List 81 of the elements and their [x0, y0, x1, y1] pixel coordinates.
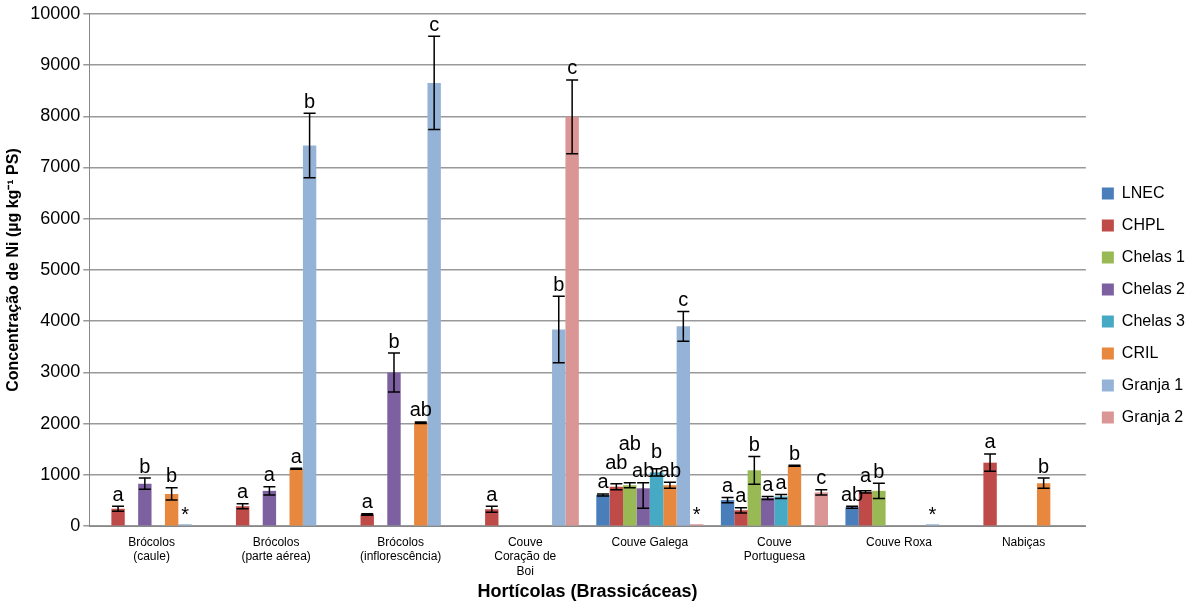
bar — [414, 422, 428, 526]
y-tick-label: 9000 — [40, 54, 81, 75]
bar — [565, 116, 579, 526]
data-label: * — [928, 502, 937, 525]
y-tick-label: 1000 — [40, 463, 81, 484]
data-label: a — [775, 470, 788, 493]
legend-label: Chelas 2 — [1121, 279, 1186, 297]
data-label: c — [567, 56, 578, 79]
data-label: b — [166, 464, 178, 487]
bar — [596, 494, 610, 526]
bar — [747, 470, 762, 526]
bar — [774, 496, 788, 526]
bar — [552, 329, 566, 526]
bar — [111, 508, 125, 526]
x-tick-label: Couve Roxa — [865, 534, 933, 549]
data-label: a — [263, 463, 276, 486]
data-label: c — [678, 288, 689, 311]
legend-label: Chelas 1 — [1121, 247, 1186, 265]
data-label: * — [181, 502, 190, 525]
data-label: b — [388, 329, 400, 352]
bar — [1036, 483, 1051, 526]
data-label: b — [873, 459, 885, 482]
data-label: c — [429, 12, 440, 35]
legend-label: LNEC — [1121, 183, 1165, 201]
data-label: a — [112, 482, 125, 505]
y-axis-title: Concentração de Ni (µg kg⁻¹ PS) — [4, 148, 22, 392]
data-label: b — [1038, 454, 1050, 477]
bar — [262, 490, 277, 526]
data-label: a — [237, 480, 250, 503]
bar — [814, 492, 828, 526]
y-tick-label: 5000 — [40, 258, 81, 279]
data-label: a — [984, 430, 997, 453]
x-tick-label: Brócolos (parte aérea) — [241, 534, 311, 564]
y-tick-label: 2000 — [40, 412, 81, 433]
bar — [623, 485, 637, 526]
bar — [872, 490, 886, 526]
data-label: b — [553, 272, 565, 295]
data-label: b — [788, 441, 801, 464]
y-tick-label: 8000 — [40, 105, 81, 126]
legend-label: Granja 1 — [1121, 375, 1184, 393]
data-label: b — [748, 433, 760, 456]
bar — [289, 468, 303, 526]
bar — [609, 486, 624, 526]
data-label: a — [721, 474, 734, 497]
bar — [387, 372, 401, 526]
y-tick-label: 0 — [70, 515, 81, 536]
bar — [983, 462, 997, 526]
y-tick-label: 7000 — [40, 156, 81, 177]
bar — [138, 483, 152, 526]
bar — [720, 500, 735, 526]
bar — [761, 498, 775, 526]
x-tick-label: Nabiças — [1001, 534, 1046, 549]
x-tick-label: Couve Portuguesa — [743, 534, 806, 564]
legend-label: Granja 2 — [1121, 407, 1184, 425]
y-tick-label: 10000 — [30, 2, 81, 23]
data-label: a — [762, 473, 775, 495]
legend-label: CRIL — [1121, 343, 1159, 361]
data-label: b — [304, 89, 316, 112]
data-label: a — [735, 484, 748, 507]
bar — [636, 488, 650, 526]
data-label: a — [486, 482, 499, 505]
bar — [302, 145, 317, 526]
y-tick-label: 4000 — [40, 310, 81, 331]
bar — [787, 465, 802, 526]
data-label: c — [816, 466, 827, 489]
x-axis-title: Hortícolas (Brassicáceas) — [477, 581, 698, 602]
x-tick-label: Couve Galega — [611, 534, 689, 549]
data-label: ab — [409, 398, 432, 421]
x-tick-label: Couve Coração de Boi — [494, 534, 557, 578]
bar — [845, 507, 859, 526]
x-tick-label: Brócolos (caule) — [128, 534, 175, 564]
x-tick-label: Brócolos (inflorescência) — [360, 534, 442, 564]
legend-label: Chelas 3 — [1121, 311, 1186, 329]
data-label: a — [290, 444, 303, 467]
data-label: a — [361, 490, 374, 513]
data-label: b — [139, 454, 151, 477]
data-label: * — [692, 502, 701, 525]
bar — [663, 485, 677, 526]
legend-label: CHPL — [1121, 215, 1165, 233]
y-tick-label: 3000 — [40, 361, 81, 382]
y-tick-label: 6000 — [40, 207, 81, 228]
